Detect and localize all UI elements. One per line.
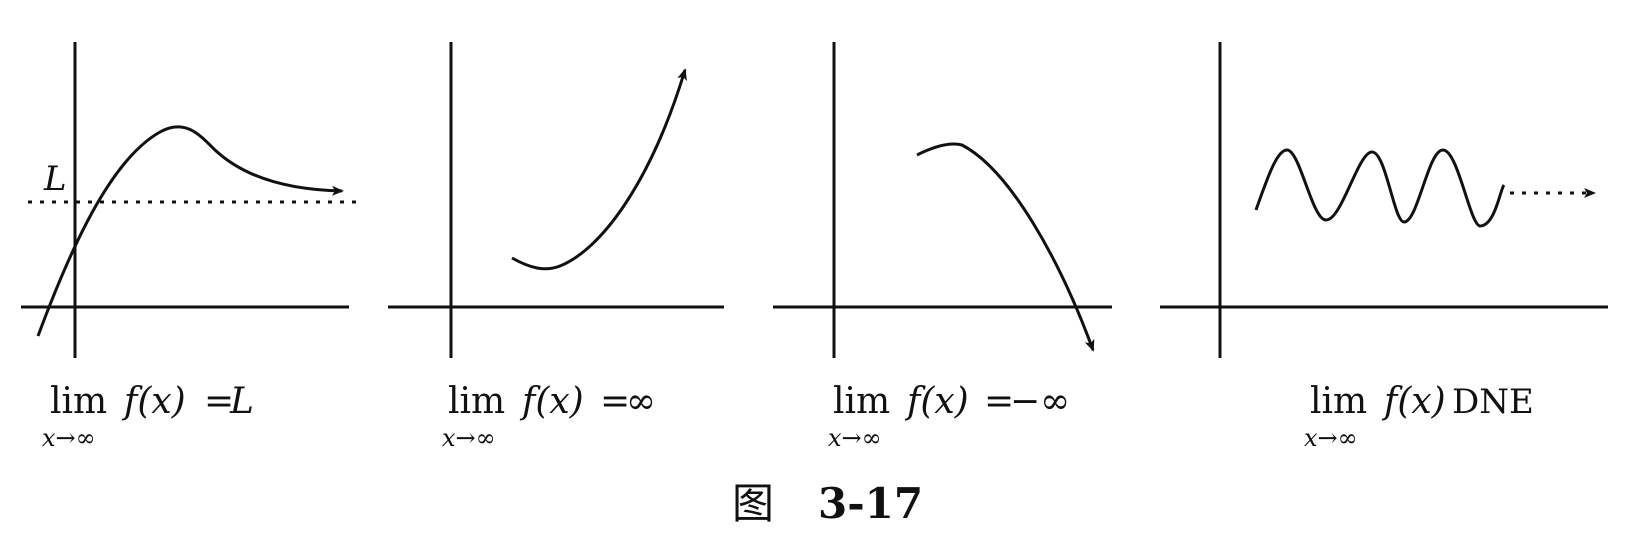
lim-text: lim	[50, 381, 107, 422]
lim-subscript: x→∞	[42, 424, 96, 452]
limit-result: L	[229, 381, 254, 422]
caption-prefix: 图	[732, 479, 774, 528]
function-curve	[36, 125, 344, 337]
relation-sign: =	[204, 381, 234, 422]
lim-text: lim	[448, 381, 505, 422]
function-curve	[916, 142, 1095, 352]
asymptote-label: L	[43, 159, 67, 199]
limit-result: ∞	[626, 381, 656, 422]
caption-number: 3-17	[818, 479, 923, 528]
limit-formula: lim x→∞ f(x) = −∞	[828, 381, 1070, 452]
limit-formula: lim x→∞ f(x) = ∞	[442, 381, 656, 452]
panel-limit-neg-infinity: lim x→∞ f(x) = −∞	[773, 42, 1112, 452]
lim-text: lim	[833, 381, 890, 422]
relation-sign: =	[600, 381, 630, 422]
function-curve	[511, 68, 687, 271]
limit-formula: lim x→∞ f(x) DNE	[1304, 381, 1534, 452]
limit-formula: lim x→∞ f(x) = L	[42, 381, 254, 452]
limit-result: −∞	[1010, 381, 1070, 422]
panel-limit-infinity: lim x→∞ f(x) = ∞	[388, 42, 724, 452]
panel-limit-dne: lim x→∞ f(x) DNE	[1160, 42, 1608, 452]
relation-sign: =	[984, 381, 1014, 422]
lim-text: lim	[1310, 381, 1367, 422]
function-expression: f(x)	[519, 381, 584, 422]
lim-subscript: x→∞	[828, 424, 882, 452]
function-expression: f(x)	[121, 381, 186, 422]
function-expression: f(x)	[904, 381, 969, 422]
function-expression: f(x)	[1381, 381, 1446, 422]
limit-result: DNE	[1452, 382, 1534, 422]
figure-caption: 图 3-17	[732, 479, 923, 528]
panel-limit-finite: L lim x→∞ f(x) = L	[21, 42, 360, 452]
lim-subscript: x→∞	[1304, 424, 1358, 452]
lim-subscript: x→∞	[442, 424, 496, 452]
oscillating-curve	[1254, 148, 1506, 228]
